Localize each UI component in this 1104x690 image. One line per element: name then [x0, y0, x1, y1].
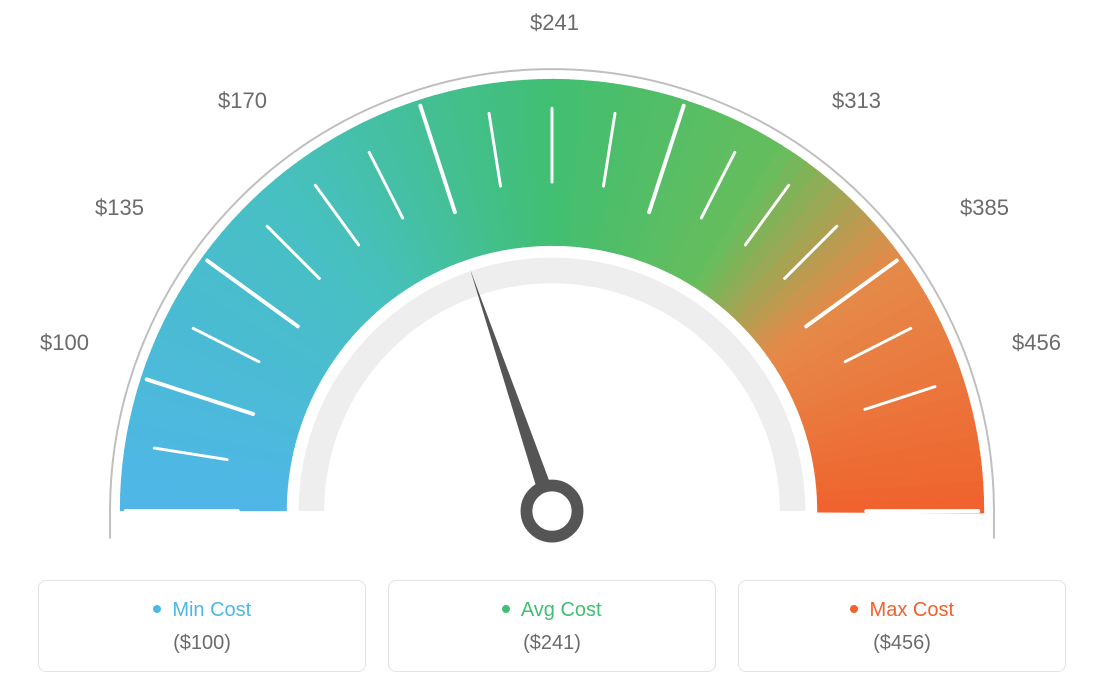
gauge-tick-label: $385 — [960, 195, 1009, 221]
gauge-svg — [52, 20, 1052, 570]
gauge-tick-label: $456 — [1012, 330, 1061, 356]
legend-title-max: Max Cost — [749, 599, 1055, 622]
gauge-tick-label: $170 — [218, 88, 267, 114]
legend-card-max: Max Cost ($456) — [738, 580, 1066, 672]
legend-dot-min — [153, 605, 161, 613]
gauge-tick-label: $135 — [95, 195, 144, 221]
legend-row: Min Cost ($100) Avg Cost ($241) Max Cost… — [38, 580, 1066, 672]
legend-label-max: Max Cost — [870, 599, 954, 621]
legend-dot-avg — [502, 605, 510, 613]
gauge-tick-label: $241 — [530, 10, 579, 36]
gauge-tick-label: $100 — [40, 330, 89, 356]
legend-value-max: ($456) — [749, 632, 1055, 655]
legend-card-avg: Avg Cost ($241) — [388, 580, 716, 672]
legend-title-min: Min Cost — [49, 599, 355, 622]
legend-label-min: Min Cost — [172, 599, 251, 621]
legend-value-avg: ($241) — [399, 632, 705, 655]
legend-value-min: ($100) — [49, 632, 355, 655]
legend-label-avg: Avg Cost — [521, 599, 602, 621]
legend-title-avg: Avg Cost — [399, 599, 705, 622]
gauge-chart: $100 $135 $170 $241 $313 $385 $456 — [0, 0, 1104, 570]
gauge-tick-label: $313 — [832, 88, 881, 114]
legend-dot-max — [850, 605, 858, 613]
legend-card-min: Min Cost ($100) — [38, 580, 366, 672]
